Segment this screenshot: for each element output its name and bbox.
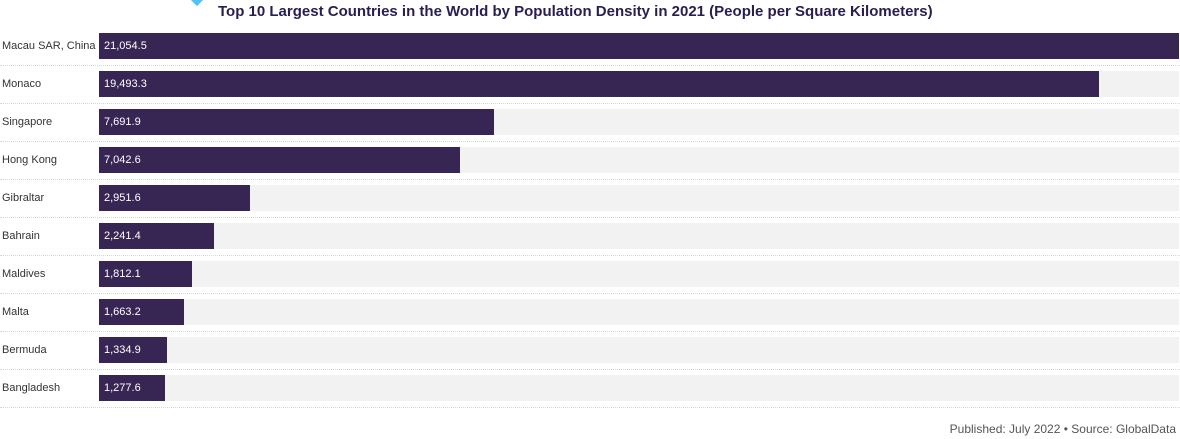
data-label: 2,241.4 xyxy=(104,230,141,242)
bar-row: Malta 1,663.2 xyxy=(0,294,1180,332)
category-label: Bangladesh xyxy=(2,382,61,394)
data-label: 21,054.5 xyxy=(104,40,147,52)
data-label: 19,493.3 xyxy=(104,78,147,90)
category-label: Maldives xyxy=(2,268,46,280)
bar-track: 19,493.3 xyxy=(99,71,1179,97)
bar-track: 1,277.6 xyxy=(99,375,1179,401)
bar-row: Gibraltar 2,951.6 xyxy=(0,180,1180,218)
category-label: Monaco xyxy=(2,78,42,90)
bar-track: 2,951.6 xyxy=(99,185,1179,211)
bar-row: Bermuda 1,334.9 xyxy=(0,332,1180,370)
data-label: 1,277.6 xyxy=(104,382,141,394)
bar-row: Maldives 1,812.1 xyxy=(0,256,1180,294)
bar: 7,042.6 xyxy=(99,147,460,173)
bar: 2,241.4 xyxy=(99,223,214,249)
category-label: Bahrain xyxy=(2,230,40,242)
bar-track: 7,691.9 xyxy=(99,109,1179,135)
category-label: Singapore xyxy=(2,116,53,128)
data-label: 7,042.6 xyxy=(104,154,141,166)
bar-row: Singapore 7,691.9 xyxy=(0,104,1180,142)
bar-row: Bangladesh 1,277.6 xyxy=(0,370,1180,408)
bar-track: 1,334.9 xyxy=(99,337,1179,363)
bar-row: Monaco 19,493.3 xyxy=(0,66,1180,104)
bar: 1,812.1 xyxy=(99,261,192,287)
bar-row: Macau SAR, China 21,054.5 xyxy=(0,28,1180,66)
bar: 2,951.6 xyxy=(99,185,250,211)
source-footer: Published: July 2022 • Source: GlobalDat… xyxy=(949,422,1176,436)
bar-track: 1,663.2 xyxy=(99,299,1179,325)
category-label: Gibraltar xyxy=(2,192,45,204)
bar: 19,493.3 xyxy=(99,71,1099,97)
bar: 1,663.2 xyxy=(99,299,184,325)
bar-track: 7,042.6 xyxy=(99,147,1179,173)
category-label: Malta xyxy=(2,306,29,318)
data-label: 1,663.2 xyxy=(104,306,141,318)
data-label: 2,951.6 xyxy=(104,192,141,204)
bar: 1,277.6 xyxy=(99,375,165,401)
bar-row: Bahrain 2,241.4 xyxy=(0,218,1180,256)
data-label: 1,812.1 xyxy=(104,268,141,280)
data-label: 7,691.9 xyxy=(104,116,141,128)
accent-diamond-icon xyxy=(189,0,205,7)
bar-track: 2,241.4 xyxy=(99,223,1179,249)
bar-track: 1,812.1 xyxy=(99,261,1179,287)
bar-row: Hong Kong 7,042.6 xyxy=(0,142,1180,180)
bar-track: 21,054.5 xyxy=(99,33,1179,59)
bar: 1,334.9 xyxy=(99,337,167,363)
category-label: Bermuda xyxy=(2,344,47,356)
category-label: Hong Kong xyxy=(2,154,58,166)
data-label: 1,334.9 xyxy=(104,344,141,356)
bar: 21,054.5 xyxy=(99,33,1179,59)
category-label: Macau SAR, China xyxy=(2,40,96,52)
chart-title: Top 10 Largest Countries in the World by… xyxy=(218,3,933,20)
bar: 7,691.9 xyxy=(99,109,494,135)
